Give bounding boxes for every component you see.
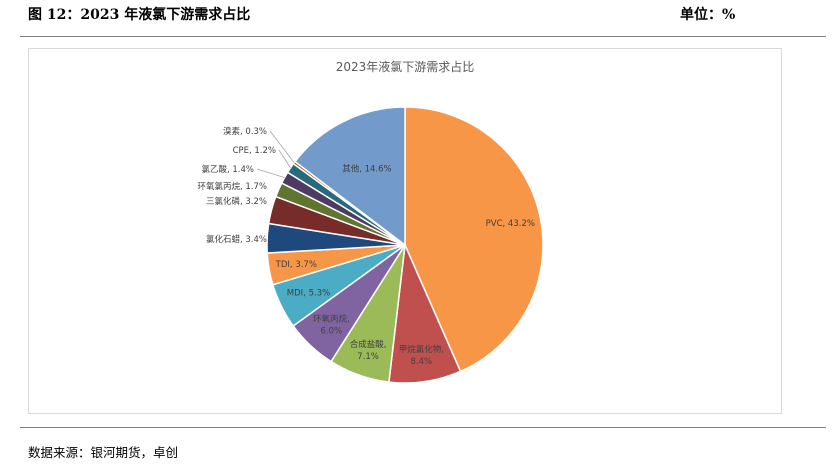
leader-line-10 <box>278 149 291 169</box>
pie-label-0: PVC, 43.2% <box>486 219 535 229</box>
figure-unit: 单位：% <box>680 7 736 23</box>
pie-label-12: 其他, 14.6% <box>342 163 391 174</box>
pie-slice-12 <box>293 106 406 247</box>
pie-label-8: 环氧氯丙烷, 1.7% <box>198 181 268 192</box>
pie-label-11: 溴素, 0.3% <box>223 126 267 137</box>
pie-label-10: CPE, 1.2% <box>233 146 276 156</box>
pie-label-3: 环氧丙烷, 6.0% <box>313 313 350 336</box>
pie-chart: PVC, 43.2% 甲烷氯化物, 8.4% 合成盐酸, 7.1%环氧丙烷, 6.0% MD… <box>198 106 544 384</box>
figure-title: 图 12：2023 年液氯下游需求占比 <box>28 7 251 23</box>
leader-line-11 <box>269 130 295 163</box>
pie-label-1: 甲烷氯化物, 8.4% <box>399 344 444 367</box>
header-rule <box>20 36 826 37</box>
footer-rule <box>20 427 826 428</box>
pie-slice-0 <box>404 106 544 373</box>
leader-line-9 <box>256 168 285 178</box>
figure-source: 数据来源：银河期货，卓创 <box>28 445 179 460</box>
pie-label-2: 合成盐酸, 7.1% <box>350 339 387 362</box>
pie-label-9: 氯乙酸, 1.4% <box>202 164 255 175</box>
pie-label-7: 三氯化磷, 3.2% <box>206 196 267 207</box>
pie-label-5: TDI, 3.7% <box>275 260 317 270</box>
chart-frame: 2023年液氯下游需求占比 PVC, 43.2% 甲烷氯化物, 8.4% 合成盐酸, 7… <box>28 48 782 414</box>
figure-header: 图 12：2023 年液氯下游需求占比 单位：% <box>0 0 837 38</box>
pie-label-6: 氯化石蜡, 3.4% <box>206 234 267 245</box>
pie-label-4: MDI, 5.3% <box>287 289 330 299</box>
chart-title: 2023年液氯下游需求占比 <box>335 60 475 74</box>
